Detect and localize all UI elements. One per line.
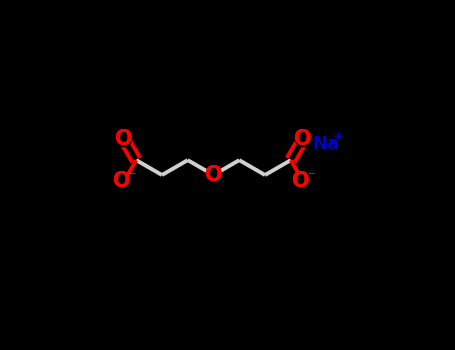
- Circle shape: [116, 131, 131, 147]
- Text: O: O: [205, 165, 222, 185]
- Circle shape: [116, 174, 131, 189]
- Text: O: O: [293, 172, 310, 191]
- Circle shape: [295, 131, 311, 147]
- Circle shape: [295, 174, 311, 189]
- Text: O: O: [113, 172, 131, 191]
- Text: ⁻: ⁻: [307, 169, 314, 183]
- Text: O: O: [205, 165, 222, 185]
- Circle shape: [206, 167, 221, 183]
- Text: O: O: [293, 172, 310, 191]
- Text: O: O: [115, 129, 133, 149]
- Text: ⁻: ⁻: [128, 169, 135, 183]
- Text: ⁻: ⁻: [307, 169, 314, 183]
- Text: O: O: [113, 172, 131, 191]
- Text: +: +: [333, 130, 344, 143]
- Text: O: O: [294, 129, 312, 149]
- Text: Na: Na: [312, 135, 339, 153]
- Text: ⁻: ⁻: [128, 169, 135, 183]
- Text: O: O: [115, 129, 133, 149]
- Text: O: O: [294, 129, 312, 149]
